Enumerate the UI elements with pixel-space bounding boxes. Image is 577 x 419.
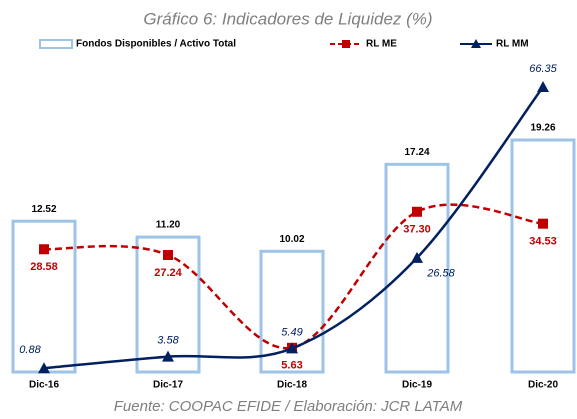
marker: [39, 244, 49, 255]
marker: [162, 350, 174, 362]
line-label: 5.63: [281, 360, 302, 372]
chart-source: Fuente: COOPAC EFIDE / Elaboración: JCR …: [114, 398, 463, 415]
legend-swatch: [39, 39, 73, 49]
bar: [510, 138, 576, 374]
legend-marker: [342, 40, 350, 48]
line: [43, 203, 544, 350]
line-label: 3.58: [157, 335, 179, 347]
line-label: 0.88: [19, 344, 41, 356]
legend-label: RL ME: [366, 39, 397, 50]
x-tick-label: Dic-20: [528, 380, 558, 391]
bar-label: 11.20: [156, 220, 181, 231]
x-tick-label: Dic-19: [402, 380, 432, 391]
bar: [259, 249, 325, 374]
line-label: 5.49: [281, 326, 302, 338]
x-tick-label: Dic-18: [277, 380, 307, 391]
bar: [384, 162, 450, 374]
x-tick-label: Dic-16: [29, 380, 59, 391]
bar-label: 12.52: [31, 204, 56, 215]
bar-label: 10.02: [279, 234, 304, 245]
line-label: 26.58: [426, 268, 455, 280]
marker: [538, 218, 548, 229]
line-label: 66.35: [529, 63, 557, 75]
line-label: 37.30: [403, 224, 431, 236]
line-label: 34.53: [529, 236, 557, 248]
line-label: 28.58: [30, 261, 58, 273]
marker: [163, 249, 173, 260]
chart-title: Gráfico 6: Indicadores de Liquidez (%): [143, 9, 432, 28]
marker: [38, 362, 50, 374]
marker: [412, 206, 422, 217]
bar-label: 19.26: [530, 123, 555, 134]
marker: [411, 251, 423, 263]
marker: [537, 81, 549, 92]
marker: [286, 342, 298, 354]
bar-label: 17.24: [404, 147, 429, 158]
line-label: 27.24: [154, 267, 182, 279]
legend-marker: [471, 39, 481, 48]
legend-label: RL MM: [496, 39, 529, 50]
line: [43, 86, 545, 370]
x-tick-label: Dic-17: [153, 380, 183, 391]
legend-label: Fondos Disponibles / Activo Total: [76, 39, 236, 50]
bar: [135, 235, 201, 374]
